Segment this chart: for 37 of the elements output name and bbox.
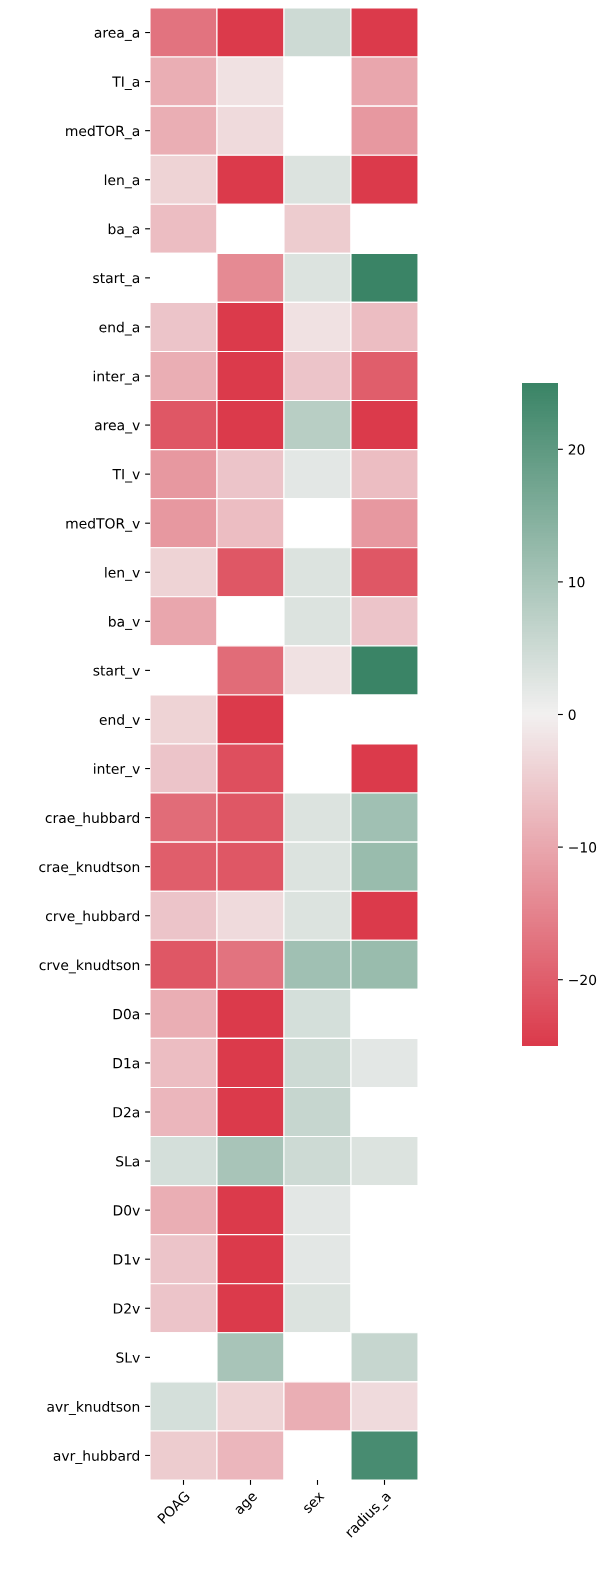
color-bar-label: −10 [569,842,597,853]
color-bar-label: 10 [569,576,585,588]
y-tick-label: crae_hubbard [45,812,140,827]
y-tick-label: medTOR_v [66,517,140,532]
y-tick-label: D2a [113,1106,140,1118]
y-tick-label: TI_v [112,469,140,483]
y-tick-label: area_v [94,422,140,434]
y-tick-label: medTOR_a [66,125,140,140]
y-tick-label: D0v [113,1205,140,1216]
y-tick-label: ba_a [108,223,140,238]
y-tick-label: end_a [99,321,140,336]
color-bar-label: 20 [568,444,585,455]
x-tick-label: age [234,1492,260,1517]
y-tick-label: start_v [93,665,140,679]
y-tick-label: crve_hubbard [45,910,140,925]
y-tick-label: ba_v [109,616,140,630]
y-tick-label: inter_v [94,763,140,778]
y-tick-label: D0a [113,1008,140,1020]
y-tick-label: SLv [116,1352,140,1363]
y-tick-label: avr_knudtson [47,1401,140,1415]
y-tick-label: D1a [113,1058,140,1069]
y-tick-label: SLa [116,1156,140,1167]
y-tick-label: crae_knudtson [39,861,140,876]
y-tick-label: D1v [113,1254,140,1265]
color-bar-label: −20 [569,974,597,986]
y-tick-label: len_v [105,566,140,581]
y-tick-label: TI_a [112,76,140,90]
y-tick-label: len_a [104,174,140,189]
y-tick-label: end_v [99,714,140,729]
y-tick-label: crve_knudtson [39,959,140,974]
y-tick-label: start_a [93,273,140,287]
y-tick-label: inter_a [93,370,140,385]
y-tick-label: area_a [94,29,140,41]
y-tick-label: D2v [113,1303,140,1314]
color-bar-label: 0 [568,709,576,720]
y-tick-label: avr_hubbard [53,1450,140,1465]
x-tick-label: sex [303,1492,325,1514]
